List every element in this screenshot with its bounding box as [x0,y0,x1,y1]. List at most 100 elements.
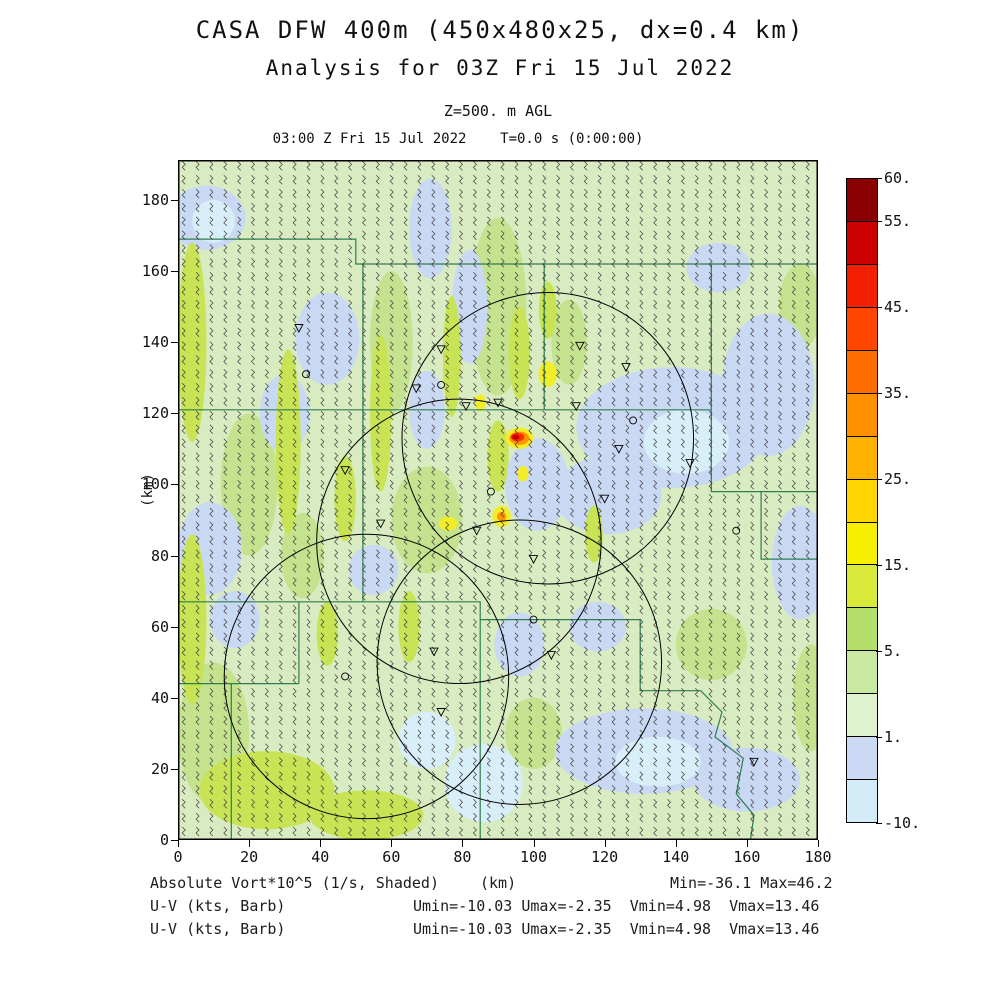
y-axis-tick [171,840,178,841]
station-triangle-marker [749,757,759,767]
x-axis-tick [391,840,393,847]
y-tick-label: 180 [141,191,169,209]
page-subtitle: Analysis for 03Z Fri 15 Jul 2022 [265,56,735,80]
y-tick-label: 160 [141,262,169,281]
vorticity-blob-grn [309,790,424,840]
x-tick-label: 60 [382,848,401,866]
vorticity-blob-mgr [675,608,747,680]
x-tick-label: 180 [804,848,832,866]
station-triangle-marker [546,651,557,661]
colorbar-label: 1. [884,728,903,747]
x-tick-label: 100 [520,848,548,866]
colorbar-tick [876,565,882,566]
vorticity-blob-grn [398,591,420,663]
colorbar-tick [876,307,882,308]
y-axis-tick [171,697,178,699]
station-triangle-marker [599,494,610,504]
x-axis-tick [249,840,251,847]
vorticity-blob-lav [505,438,570,531]
y-tick-label: 40 [150,688,169,707]
colorbar-tick [876,737,882,739]
y-axis-tick [171,271,178,273]
county-boundary-line [480,619,701,692]
vorticity-blob-lav [348,544,399,595]
station-triangle-marker [471,526,482,536]
station-triangle-marker [493,398,503,408]
vorticity-blob-mgr [505,697,562,769]
station-circle-marker [302,370,310,379]
vorticity-blob-mgr [793,644,818,752]
colorbar-segment [847,179,877,221]
vorticity-blob-cyn [643,409,730,474]
colorbar-tick [876,823,882,824]
x-tick-label: 140 [662,848,690,866]
county-boundary-line [760,491,818,560]
vorticity-blob-grn [487,420,509,492]
x-axis-tick [818,840,819,847]
vorticity-blob-lav [494,612,545,677]
station-circle-marker [486,487,495,496]
x-axis-tick [320,840,322,847]
station-triangle-marker [375,519,386,529]
colorbar [846,178,878,823]
vorticity-blob-org [496,511,507,522]
y-axis-tick [171,484,178,486]
colorbar-tick [876,650,882,652]
vorticity-blob-mgr [551,299,587,385]
vorticity-blob-yel [538,361,558,388]
page-title: CASA DFW 400m (450x480x25, dx=0.4 km) [195,16,805,44]
station-triangle-marker [411,384,421,394]
radar-range-circle [401,291,695,585]
y-axis-tick [171,555,178,557]
vorticity-blob-dred [512,434,520,440]
y-tick-label: 80 [150,546,169,565]
valid-time-label: 03:00 Z Fri 15 Jul 2022 T=0.0 s (0:00:00… [272,131,644,147]
y-axis-tick [171,626,178,628]
vorticity-blob-lav [722,313,815,456]
station-triangle-marker [436,345,446,355]
y-tick-label: 60 [150,617,169,636]
colorbar-label: 5. [884,641,903,660]
field-caption: Absolute Vort*10^5 (1/s, Shaded) [150,874,439,892]
vorticity-blob-cyn [398,712,456,769]
vorticity-blob-cyn [444,744,523,823]
colorbar-segment [847,693,877,737]
vorticity-blob-yel [517,465,529,482]
x-axis-tick [533,840,535,847]
station-triangle-marker [571,402,581,412]
x-tick-label: 120 [591,848,619,866]
colorbar-tick [876,392,882,394]
x-tick-label: 80 [453,848,472,866]
y-axis-tick [171,413,178,415]
station-circle-marker [629,416,638,425]
x-axis-tick [746,840,748,847]
radar-range-circle [223,533,510,820]
x-axis-tick [675,840,677,847]
station-triangle-marker [685,459,695,469]
county-boundary-line [710,264,818,493]
x-axis-tick [604,840,606,847]
colorbar-tick [876,479,882,481]
y-tick-label: 140 [141,333,169,352]
y-tick-label: 100 [141,475,169,494]
vorticity-blob-grn [178,534,207,705]
colorbar-label: 60. [884,169,912,187]
x-axis-tick [462,840,464,847]
colorbar-segment [847,349,877,393]
colorbar-segment [847,521,877,565]
colorbar-segment [847,564,877,608]
x-tick-label: 160 [733,848,761,866]
vorticity-blob-cyn [615,736,701,787]
station-circle-marker [341,672,350,681]
colorbar-tick [876,178,882,179]
colorbar-label: 25. [884,470,912,489]
vorticity-blob-lav [686,242,751,293]
vorticity-blob-grn [316,601,338,666]
station-triangle-marker [614,444,624,454]
colorbar-segment [847,306,877,350]
vorticity-blob-lav [693,747,801,812]
x-axis-unit-label: (km) [480,874,517,892]
x-tick-label: 20 [240,848,259,866]
y-tick-label: 120 [141,404,169,423]
